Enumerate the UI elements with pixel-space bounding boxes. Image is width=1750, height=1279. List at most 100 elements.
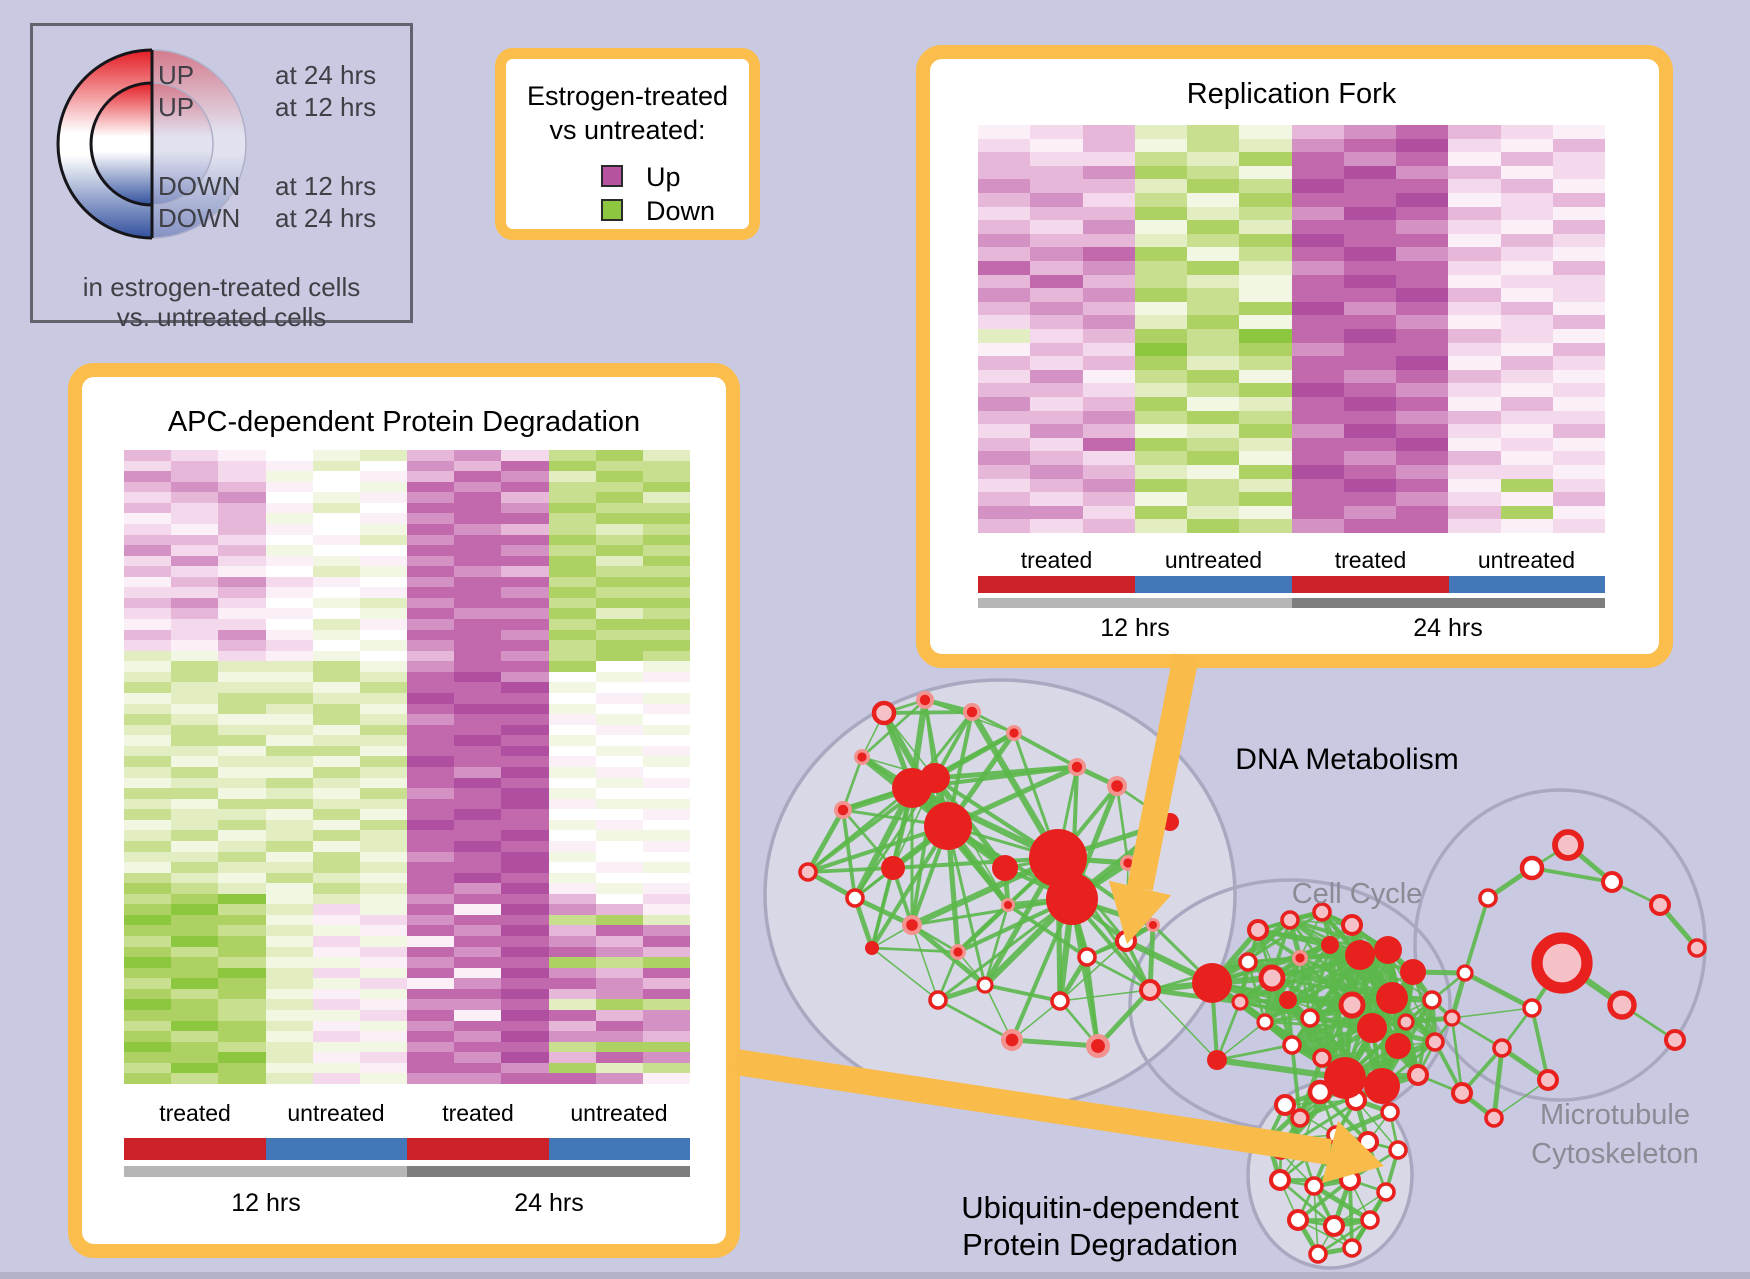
heatmap-cell: [265, 587, 313, 598]
heatmap-cell: [359, 492, 407, 503]
heatmap-cell: [1291, 519, 1344, 533]
heatmap-cell: [265, 471, 313, 482]
rf-untreated-bar-24: [1449, 576, 1605, 593]
network-edge: [1368, 1191, 1388, 1221]
heatmap-cell: [265, 640, 313, 651]
network-node-ring-white: [1338, 1168, 1362, 1192]
network-edge: [1290, 1042, 1384, 1089]
network-edge: [1071, 896, 1154, 928]
network-edge: [1211, 981, 1293, 1047]
heatmap-cell: [595, 840, 643, 852]
network-edge: [1349, 1141, 1369, 1181]
heatmap-cell: [595, 693, 643, 704]
apc-time-label-24: 24 hrs: [514, 1189, 584, 1217]
heatmap-cell: [548, 914, 596, 926]
heatmap-cell: [124, 851, 172, 863]
heatmap-cell: [548, 883, 596, 894]
heatmap-cell: [1500, 193, 1553, 207]
network-edge: [1287, 999, 1373, 1029]
heatmap-cell: [642, 1052, 690, 1063]
network-edge: [1057, 819, 1171, 861]
network-edge: [945, 711, 975, 827]
heatmap-cell: [642, 936, 690, 947]
heatmap-cell: [501, 988, 549, 1000]
heatmap-cell: [501, 502, 549, 514]
heatmap-cell: [1239, 437, 1292, 452]
heatmap-cell: [548, 640, 596, 651]
heatmap-cell: [124, 481, 172, 493]
heatmap-cell: [1396, 152, 1449, 166]
heatmap-cell: [359, 471, 407, 482]
heatmap-cell: [1552, 288, 1605, 302]
network-edge: [1386, 949, 1434, 1001]
heatmap-cell: [1030, 465, 1083, 479]
heatmap-cell: [124, 566, 172, 577]
heatmap-cell: [501, 693, 549, 704]
heatmap-cell: [978, 437, 1031, 452]
heatmap-cell: [595, 460, 643, 472]
heatmap-cell: [1448, 261, 1501, 275]
ring-label-down-24: DOWN: [158, 203, 241, 233]
heatmap-cell: [359, 502, 407, 514]
heatmap-cell: [642, 481, 690, 493]
heatmap-cell: [1343, 274, 1396, 289]
heatmap-cell: [124, 978, 172, 989]
network-edge: [891, 823, 950, 871]
network-edge: [1299, 1076, 1346, 1120]
network-edge: [1491, 1047, 1505, 1119]
network-edge: [1390, 970, 1415, 1000]
heatmap-cell: [265, 872, 313, 884]
heatmap-cell: [978, 465, 1031, 479]
heatmap-cell: [1030, 369, 1083, 384]
cluster-label-microtubule-line1: Microtubule: [1540, 1099, 1690, 1131]
heatmap-cell: [1187, 138, 1240, 153]
heatmap-cell: [1500, 410, 1553, 425]
network-edge: [1211, 981, 1311, 1020]
heatmap-cell: [359, 640, 407, 651]
heatmap-cell: [1500, 261, 1553, 275]
network-edge: [1257, 929, 1289, 1001]
rf-group-label-2: untreated: [1164, 547, 1263, 573]
heatmap-cell: [454, 481, 502, 493]
network-edge: [1299, 1027, 1373, 1119]
heatmap-cell: [1343, 437, 1396, 452]
heatmap-cell: [454, 819, 502, 831]
network-edge: [946, 823, 1007, 871]
heatmap-cell: [1396, 193, 1449, 207]
network-edge: [1004, 866, 1073, 901]
network-edge: [1210, 928, 1260, 985]
heatmap-cell: [1030, 329, 1083, 343]
network-edge: [1282, 1104, 1305, 1149]
network-node-solid: [1357, 1013, 1387, 1043]
heatmap-cell: [1291, 138, 1344, 153]
network-edge: [1211, 943, 1331, 985]
network-edge: [1416, 999, 1434, 1076]
heatmap-cell: [501, 619, 549, 630]
heatmap-cell: [1187, 247, 1240, 261]
network-edge: [1125, 862, 1129, 942]
network-edge: [1386, 949, 1408, 1023]
heatmap-cell: [312, 1031, 360, 1042]
heatmap-cell: [1134, 247, 1187, 261]
heatmap-cell: [359, 840, 407, 852]
heatmap-cell: [218, 608, 266, 620]
heatmap-cell: [265, 492, 313, 503]
network-edge: [1257, 910, 1323, 932]
heatmap-cell: [642, 576, 690, 588]
network-edge: [1344, 1072, 1419, 1081]
heatmap-cell: [501, 946, 549, 958]
heatmap-cell: [124, 936, 172, 947]
cluster-label-dna-metabolism: DNA Metabolism: [1235, 743, 1459, 776]
heatmap-cell: [595, 1020, 643, 1032]
heatmap-cell: [978, 138, 1031, 153]
heatmap-cell: [1343, 138, 1396, 153]
heatmap-cell: [1552, 315, 1605, 329]
heatmap-cell: [978, 315, 1031, 329]
network-node-ring-pink: [1290, 1108, 1310, 1128]
heatmap-cell: [1448, 274, 1501, 289]
network-edge: [945, 731, 1017, 828]
heatmap-cell: [978, 329, 1031, 343]
heatmap-cell: [501, 809, 549, 820]
network-edge: [1298, 957, 1312, 1019]
network-node-ring-pink: [1648, 893, 1672, 917]
